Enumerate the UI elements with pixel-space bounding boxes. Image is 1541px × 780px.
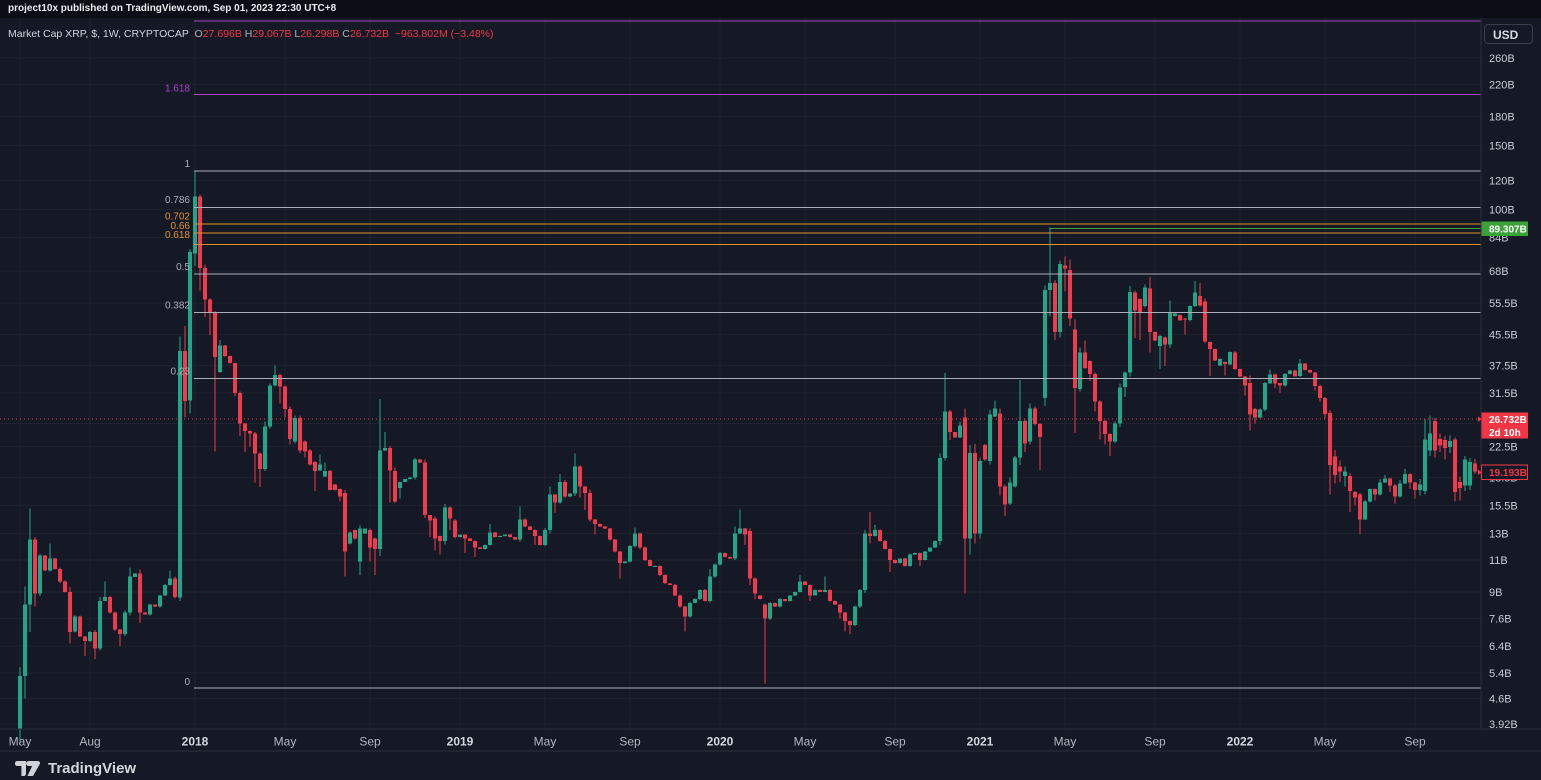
svg-text:0.382: 0.382 [165, 300, 190, 311]
svg-text:19.193B: 19.193B [1489, 468, 1527, 479]
svg-text:37.5B: 37.5B [1489, 360, 1518, 372]
svg-text:2018: 2018 [182, 735, 209, 749]
svg-text:260B: 260B [1489, 53, 1515, 65]
svg-text:4.6B: 4.6B [1489, 693, 1512, 705]
svg-text:7.6B: 7.6B [1489, 614, 1512, 626]
svg-text:0: 0 [184, 677, 190, 688]
svg-text:1.618: 1.618 [165, 84, 190, 95]
svg-text:May: May [534, 735, 557, 749]
svg-text:120B: 120B [1489, 176, 1515, 188]
svg-text:3.92B: 3.92B [1489, 719, 1518, 731]
svg-text:0.618: 0.618 [165, 230, 190, 241]
svg-text:2019: 2019 [447, 735, 474, 749]
svg-text:180B: 180B [1489, 111, 1515, 123]
svg-text:13B: 13B [1489, 529, 1509, 541]
svg-text:0.23: 0.23 [171, 367, 191, 378]
svg-text:Sep: Sep [359, 735, 381, 749]
svg-text:26.732B: 26.732B [1489, 415, 1527, 426]
svg-text:May: May [9, 735, 32, 749]
svg-text:Sep: Sep [1404, 735, 1426, 749]
svg-text:220B: 220B [1489, 80, 1515, 92]
svg-text:Sep: Sep [619, 735, 641, 749]
svg-text:9B: 9B [1489, 587, 1502, 599]
svg-text:6.4B: 6.4B [1489, 641, 1512, 653]
svg-text:May: May [1314, 735, 1337, 749]
svg-text:2021: 2021 [967, 735, 994, 749]
svg-text:100B: 100B [1489, 205, 1515, 217]
svg-text:0.5: 0.5 [176, 262, 190, 273]
svg-text:Sep: Sep [1144, 735, 1166, 749]
svg-text:2022: 2022 [1227, 735, 1254, 749]
svg-text:15.5B: 15.5B [1489, 501, 1518, 513]
svg-text:31.5B: 31.5B [1489, 388, 1518, 400]
svg-text:55.5B: 55.5B [1489, 298, 1518, 310]
svg-text:45.5B: 45.5B [1489, 330, 1518, 342]
svg-text:5.4B: 5.4B [1489, 668, 1512, 680]
svg-text:May: May [794, 735, 817, 749]
svg-text:Sep: Sep [884, 735, 906, 749]
svg-text:0.786: 0.786 [165, 195, 190, 206]
svg-text:Aug: Aug [79, 735, 100, 749]
svg-text:89.307B: 89.307B [1489, 224, 1527, 235]
svg-text:150B: 150B [1489, 140, 1515, 152]
svg-text:1: 1 [184, 159, 190, 170]
svg-text:May: May [274, 735, 297, 749]
svg-text:68B: 68B [1489, 266, 1509, 278]
svg-text:May: May [1054, 735, 1077, 749]
svg-text:0.702: 0.702 [165, 212, 190, 223]
svg-text:0.66: 0.66 [171, 221, 191, 232]
svg-text:2020: 2020 [707, 735, 734, 749]
svg-text:11B: 11B [1489, 555, 1508, 567]
svg-text:2d 10h: 2d 10h [1489, 428, 1521, 439]
svg-text:22.5B: 22.5B [1489, 441, 1518, 453]
